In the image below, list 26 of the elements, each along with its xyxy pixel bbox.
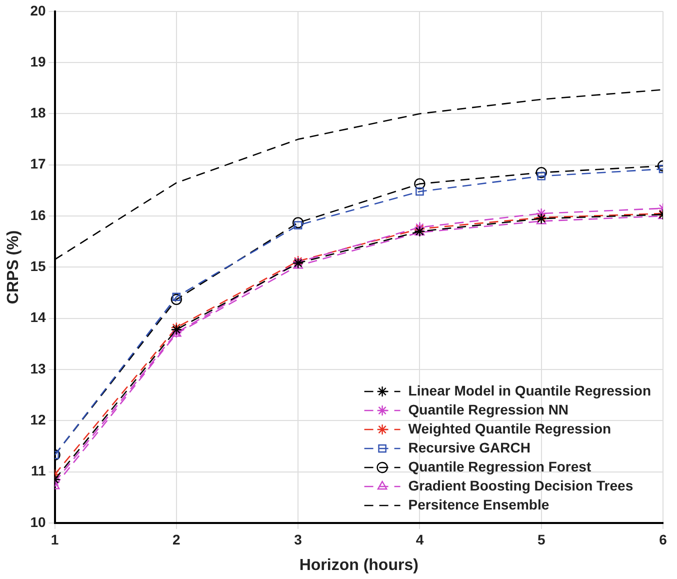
x-tick-label: 6 xyxy=(659,531,668,548)
y-tick-label: 10 xyxy=(30,514,46,530)
y-tick-label: 13 xyxy=(30,360,46,376)
y-tick-label: 20 xyxy=(30,2,46,18)
x-tick-label: 3 xyxy=(294,531,302,548)
legend-label: Persitence Ensemble xyxy=(408,496,550,512)
y-tick-label: 17 xyxy=(30,156,46,172)
legend-label: Gradient Boosting Decision Trees xyxy=(408,477,634,494)
x-axis-title: Horizon (hours) xyxy=(299,556,418,574)
y-tick-label: 12 xyxy=(30,412,46,428)
y-tick-label: 19 xyxy=(30,53,46,70)
y-tick-label: 11 xyxy=(30,462,46,479)
y-tick-label: 16 xyxy=(30,206,46,223)
x-tick-label: 2 xyxy=(172,531,181,548)
x-tick-label: 1 xyxy=(50,531,59,548)
x-tick-label: 4 xyxy=(416,531,424,548)
x-tick-label: 5 xyxy=(537,531,546,548)
y-tick-label: 15 xyxy=(30,258,46,274)
legend-label: Quantile Regression Forest xyxy=(408,458,592,474)
y-axis-title: CRPS (%) xyxy=(5,230,22,304)
legend-label: Quantile Regression NN xyxy=(408,401,569,418)
legend-label: Weighted Quantile Regression xyxy=(408,420,612,436)
y-tick-label: 18 xyxy=(30,104,46,121)
y-tick-label: 14 xyxy=(30,309,46,326)
legend-label: Recursive GARCH xyxy=(408,439,530,456)
legend-label: Linear Model in Quantile Regression xyxy=(408,382,652,398)
